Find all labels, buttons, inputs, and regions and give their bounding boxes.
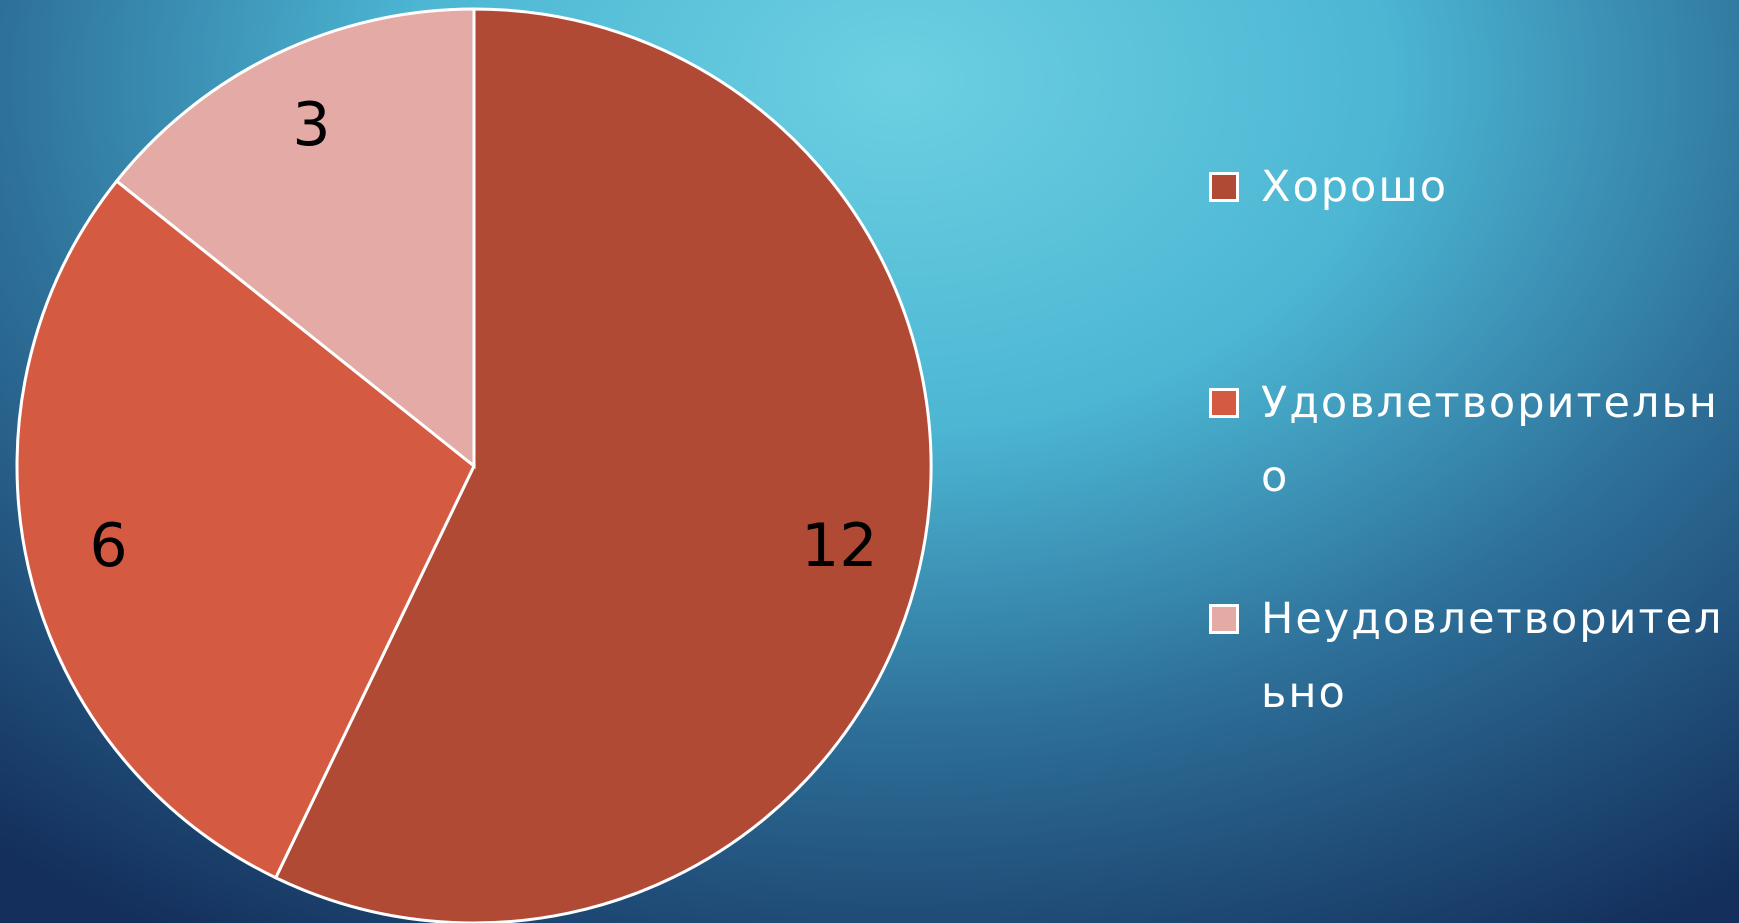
legend-label: Неудовлетворительно <box>1261 594 1724 718</box>
legend-swatch <box>1209 604 1239 634</box>
legend-item: Неудовлетворительно <box>1209 582 1729 798</box>
legend-swatch <box>1209 388 1239 418</box>
legend: Хорошо Удовлетворительно Неудовлетворитель… <box>1209 150 1729 798</box>
pie-slice <box>273 7 933 923</box>
legend-item: Хорошо <box>1209 150 1729 366</box>
data-label: 3 <box>292 90 330 160</box>
pie-slice <box>114 7 476 470</box>
data-label: 6 <box>90 511 128 581</box>
legend-label: Хорошо <box>1261 162 1449 212</box>
data-label: 12 <box>801 511 877 581</box>
legend-label: Удовлетворительно <box>1261 378 1719 502</box>
pie-slice <box>15 178 476 880</box>
legend-item: Удовлетворительно <box>1209 366 1729 582</box>
legend-swatch <box>1209 172 1239 202</box>
